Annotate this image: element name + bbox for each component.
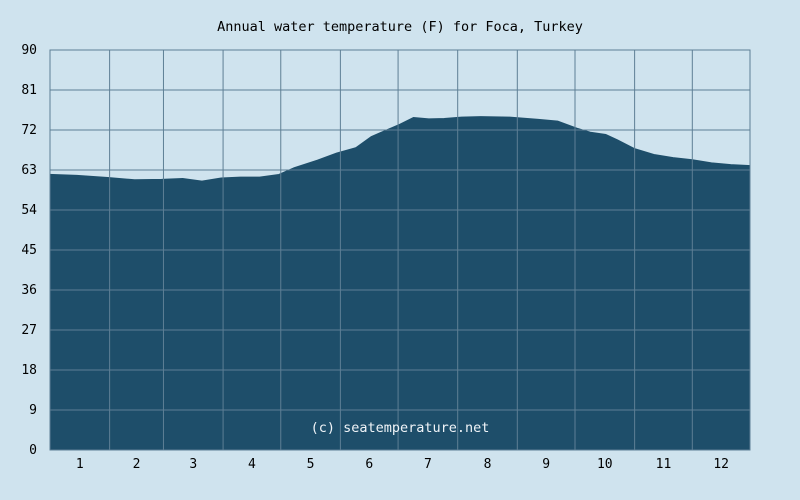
- temperature-area: [49, 116, 751, 451]
- y-tick-label: 27: [21, 323, 37, 338]
- y-tick-label: 45: [21, 243, 37, 258]
- x-tick-label: 5: [307, 457, 315, 472]
- x-tick-label: 2: [133, 457, 141, 472]
- plot-frame: [49, 49, 751, 451]
- y-tick-label: 63: [21, 163, 37, 178]
- x-tick-label: 10: [597, 457, 613, 472]
- y-tick-label: 36: [21, 283, 37, 298]
- chart-title: Annual water temperature (F) for Foca, T…: [217, 19, 583, 35]
- x-tick-label: 7: [424, 457, 432, 472]
- x-tick-label: 4: [248, 457, 256, 472]
- y-tick-label: 9: [29, 403, 37, 418]
- x-tick-label: 1: [76, 457, 84, 472]
- y-tick-label: 0: [29, 443, 37, 458]
- x-tick-label: 6: [365, 457, 373, 472]
- x-tick-label: 9: [542, 457, 550, 472]
- x-tick-label: 11: [656, 457, 672, 472]
- y-tick-label: 54: [21, 203, 37, 218]
- y-tick-label: 72: [21, 123, 37, 138]
- x-tick-label: 12: [713, 457, 729, 472]
- x-tick-label: 8: [484, 457, 492, 472]
- watermark-text: (c) seatemperature.net: [311, 420, 490, 436]
- y-tick-label: 18: [21, 363, 37, 378]
- x-tick-label: 3: [189, 457, 197, 472]
- y-tick-label: 90: [21, 43, 37, 58]
- y-tick-label: 81: [21, 83, 37, 98]
